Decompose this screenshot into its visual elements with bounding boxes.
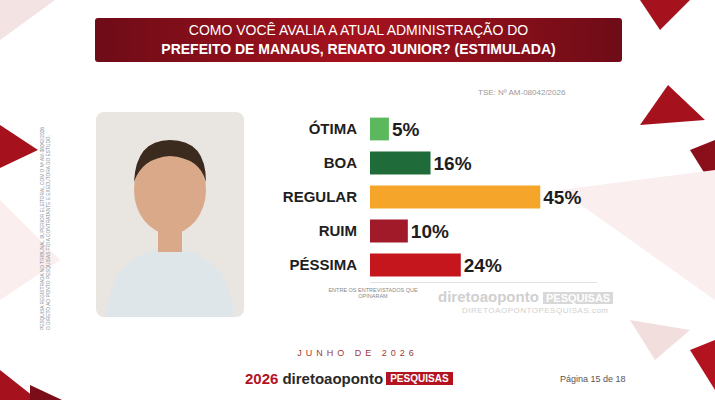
- svg-text:BOA: BOA: [324, 154, 358, 171]
- html-text:PESQUISAS: PESQUISAS: [390, 373, 449, 384]
- svg-text:ÓTIMA: ÓTIMA: [309, 120, 357, 137]
- html-text:DIRETOAOPONTOPESQUISAS.com: DIRETOAOPONTOPESQUISAS.com: [462, 306, 609, 315]
- html-text:TSE: Nº AM-08042/2026: TSE: Nº AM-08042/2026: [478, 88, 566, 97]
- html-text:Página 15 de 18: Página 15 de 18: [560, 374, 626, 384]
- html-text:diretoaoponto PESQUISAS: diretoaoponto PESQUISAS: [438, 288, 611, 305]
- svg-text:5%: 5%: [392, 119, 420, 140]
- html-text:PESQUISA REGISTRADA NO TRIBUNA: PESQUISA REGISTRADA NO TRIBUNAL SUPERIOR…: [40, 127, 45, 330]
- html-text:ENTRE OS ENTREVISTADOS QUE OPI: ENTRE OS ENTREVISTADOS QUE OPINARAM: [328, 287, 418, 299]
- svg-text:16%: 16%: [434, 153, 472, 174]
- svg-text:REGULAR: REGULAR: [283, 188, 357, 205]
- svg-text:45%: 45%: [543, 187, 581, 208]
- html-text:PREFEITO DE MANAUS, RENATO JUN: PREFEITO DE MANAUS, RENATO JUNIOR? (ESTI…: [161, 41, 556, 57]
- svg-text:PÉSSIMA: PÉSSIMA: [289, 256, 357, 273]
- svg-text:24%: 24%: [464, 255, 502, 276]
- svg-text:RUIM: RUIM: [319, 222, 357, 239]
- html-text:JUNHO DE 2026: JUNHO DE 2026: [297, 348, 418, 358]
- svg-text:10%: 10%: [411, 221, 449, 242]
- html-text:2026 diretoaoponto: 2026 diretoaoponto: [245, 370, 384, 387]
- html-text:O DIRETO AO PONTO PESQUISAS FO: O DIRETO AO PONTO PESQUISAS FOI A CONTRA…: [46, 135, 51, 330]
- html-text:COMO VOCÊ AVALIA A ATUAL ADMIN: COMO VOCÊ AVALIA A ATUAL ADMINISTRAÇÃO D…: [188, 22, 529, 38]
